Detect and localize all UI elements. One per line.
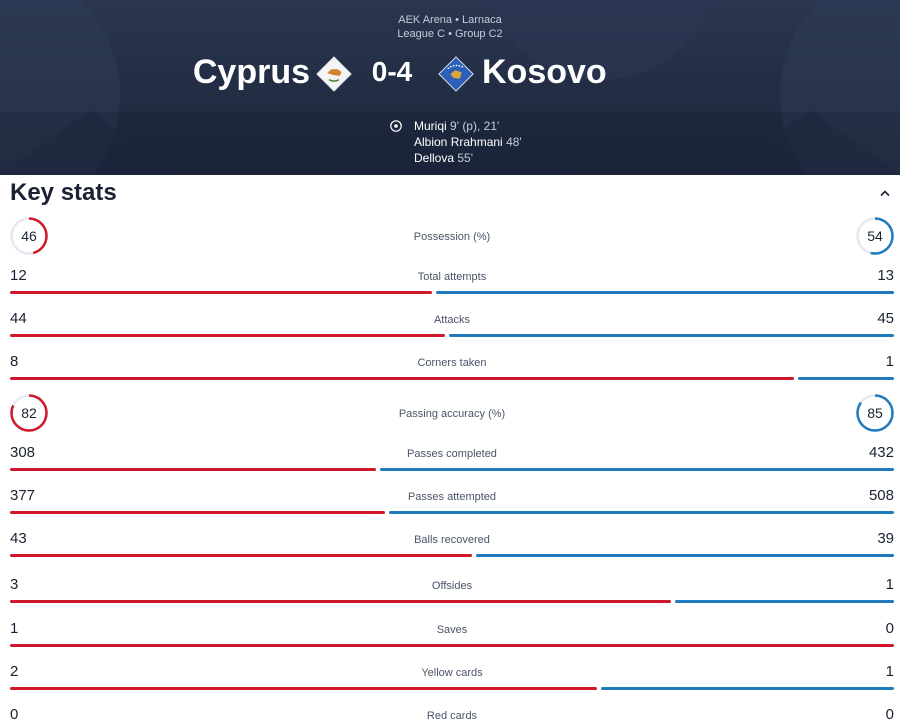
ring-progress [10,394,48,432]
stat-row: 1 0 Saves [0,620,900,654]
away-stat-value: 0 [885,706,894,723]
home-stat-value: 2 [10,663,19,680]
away-stat-value: 1 [885,663,894,680]
home-stat-value: 43 [10,530,27,547]
away-stat-ring: 85 [856,394,894,432]
away-stat-bar [475,554,894,557]
stat-label: Total attempts [417,271,487,283]
stat-row-ring: Possession (%) [0,216,900,260]
home-stat-bar [10,554,472,557]
stat-row: 44 45 Attacks [0,310,900,344]
stat-label: Passes attempted [407,491,497,503]
stat-label: Saves [436,624,468,636]
home-stat-value: 3 [10,576,19,593]
stat-row: 12 13 Total attempts [0,267,900,301]
away-stat-bar [797,377,894,380]
away-stat-value: 0 [885,620,894,637]
match-venue: AEK Arena • Larnaca League C • Group C2 [0,13,900,41]
ring-progress [10,217,48,255]
stat-label: Balls recovered [414,534,490,546]
scorer-minutes: 55' [457,151,474,165]
home-stat-value: 8 [10,353,19,370]
stat-row: 2 1 Yellow cards [0,663,900,697]
stat-label: Corners taken [417,357,487,369]
key-stats-title: Key stats [10,179,117,206]
stat-label: Yellow cards [421,667,483,679]
home-stat-ring: 82 [10,394,48,432]
scorer-row[interactable]: Muriqi 9' (p), 21' [414,118,499,134]
stat-row: 43 39 Balls recovered [0,530,900,564]
away-stat-value: 13 [877,267,894,284]
ring-progress [856,217,894,255]
home-stat-value: 377 [10,487,36,504]
home-stat-bar [10,334,446,337]
scorer-row[interactable]: Dellova 55' [414,150,473,166]
home-stat-bar [10,377,794,380]
home-stat-bar [10,600,671,603]
away-stat-bar [675,600,894,603]
stat-label: Red cards [426,710,478,722]
stat-label: Possession (%) [413,231,491,243]
scorer-name: Dellova [414,151,455,165]
home-stat-value: 12 [10,267,27,284]
scorer-row[interactable]: Albion Rrahmani 48' [414,134,522,150]
home-stat-bar [10,511,385,514]
away-stat-value: 432 [868,444,894,461]
stat-row: 8 1 Corners taken [0,353,900,387]
ring-value: 46 [21,228,37,244]
scorer-name: Muriqi [414,119,447,133]
home-team-name[interactable]: Cyprus [192,53,310,91]
scorer-name: Albion Rrahmani [414,135,503,149]
away-stat-ring: 54 [856,217,894,255]
home-stat-bar [10,291,433,294]
stat-label: Offsides [431,580,473,592]
away-stat-bar [601,687,894,690]
home-stat-value: 308 [10,444,36,461]
away-stat-bar [449,334,894,337]
away-stat-value: 1 [885,576,894,593]
venue-competition: League C • Group C2 [397,28,503,40]
stat-label: Passes completed [407,448,497,460]
away-stat-bar [379,468,894,471]
scorer-minutes: 48' [506,135,522,149]
stat-label: Passing accuracy (%) [398,408,506,420]
stat-label: Attacks [433,314,471,326]
stat-row: 3 1 Offsides [0,576,900,610]
ring-value: 85 [867,405,883,421]
home-stat-ring: 46 [10,217,48,255]
stat-row-ring: Passing accuracy (%) [0,393,900,437]
match-header: AEK Arena • Larnaca League C • Group C2 … [0,0,900,175]
ring-progress [856,394,894,432]
home-stat-value: 1 [10,620,19,637]
away-stat-value: 508 [868,487,894,504]
cyprus-flag-icon[interactable] [315,55,353,93]
away-stat-value: 39 [877,530,894,547]
match-score: 0-4 [371,56,413,87]
football-icon [390,120,402,132]
away-team-name[interactable]: Kosovo [482,53,607,91]
scoreline: Cyprus 0-4 Kosovo [0,50,900,96]
home-stat-bar [10,687,598,690]
away-stat-value: 1 [885,353,894,370]
ring-value: 54 [867,228,883,244]
header-background-pattern [0,0,900,175]
stat-row: 377 508 Passes attempted [0,487,900,521]
scorer-minutes: 9' (p), 21' [450,119,500,133]
home-stat-bar [10,468,376,471]
away-stat-value: 45 [877,310,894,327]
collapse-chevron-up-icon[interactable] [878,186,892,200]
kosovo-flag-icon[interactable] [437,55,475,93]
venue-stadium: AEK Arena • Larnaca [398,14,502,26]
away-stat-bar [436,291,894,294]
away-stat-bar [388,511,894,514]
stat-row: 308 432 Passes completed [0,444,900,478]
home-stat-bar [10,644,894,647]
stat-row: 0 0 Red cards [0,706,900,726]
ring-value: 82 [21,405,37,421]
home-stat-value: 44 [10,310,27,327]
home-stat-value: 0 [10,706,19,723]
